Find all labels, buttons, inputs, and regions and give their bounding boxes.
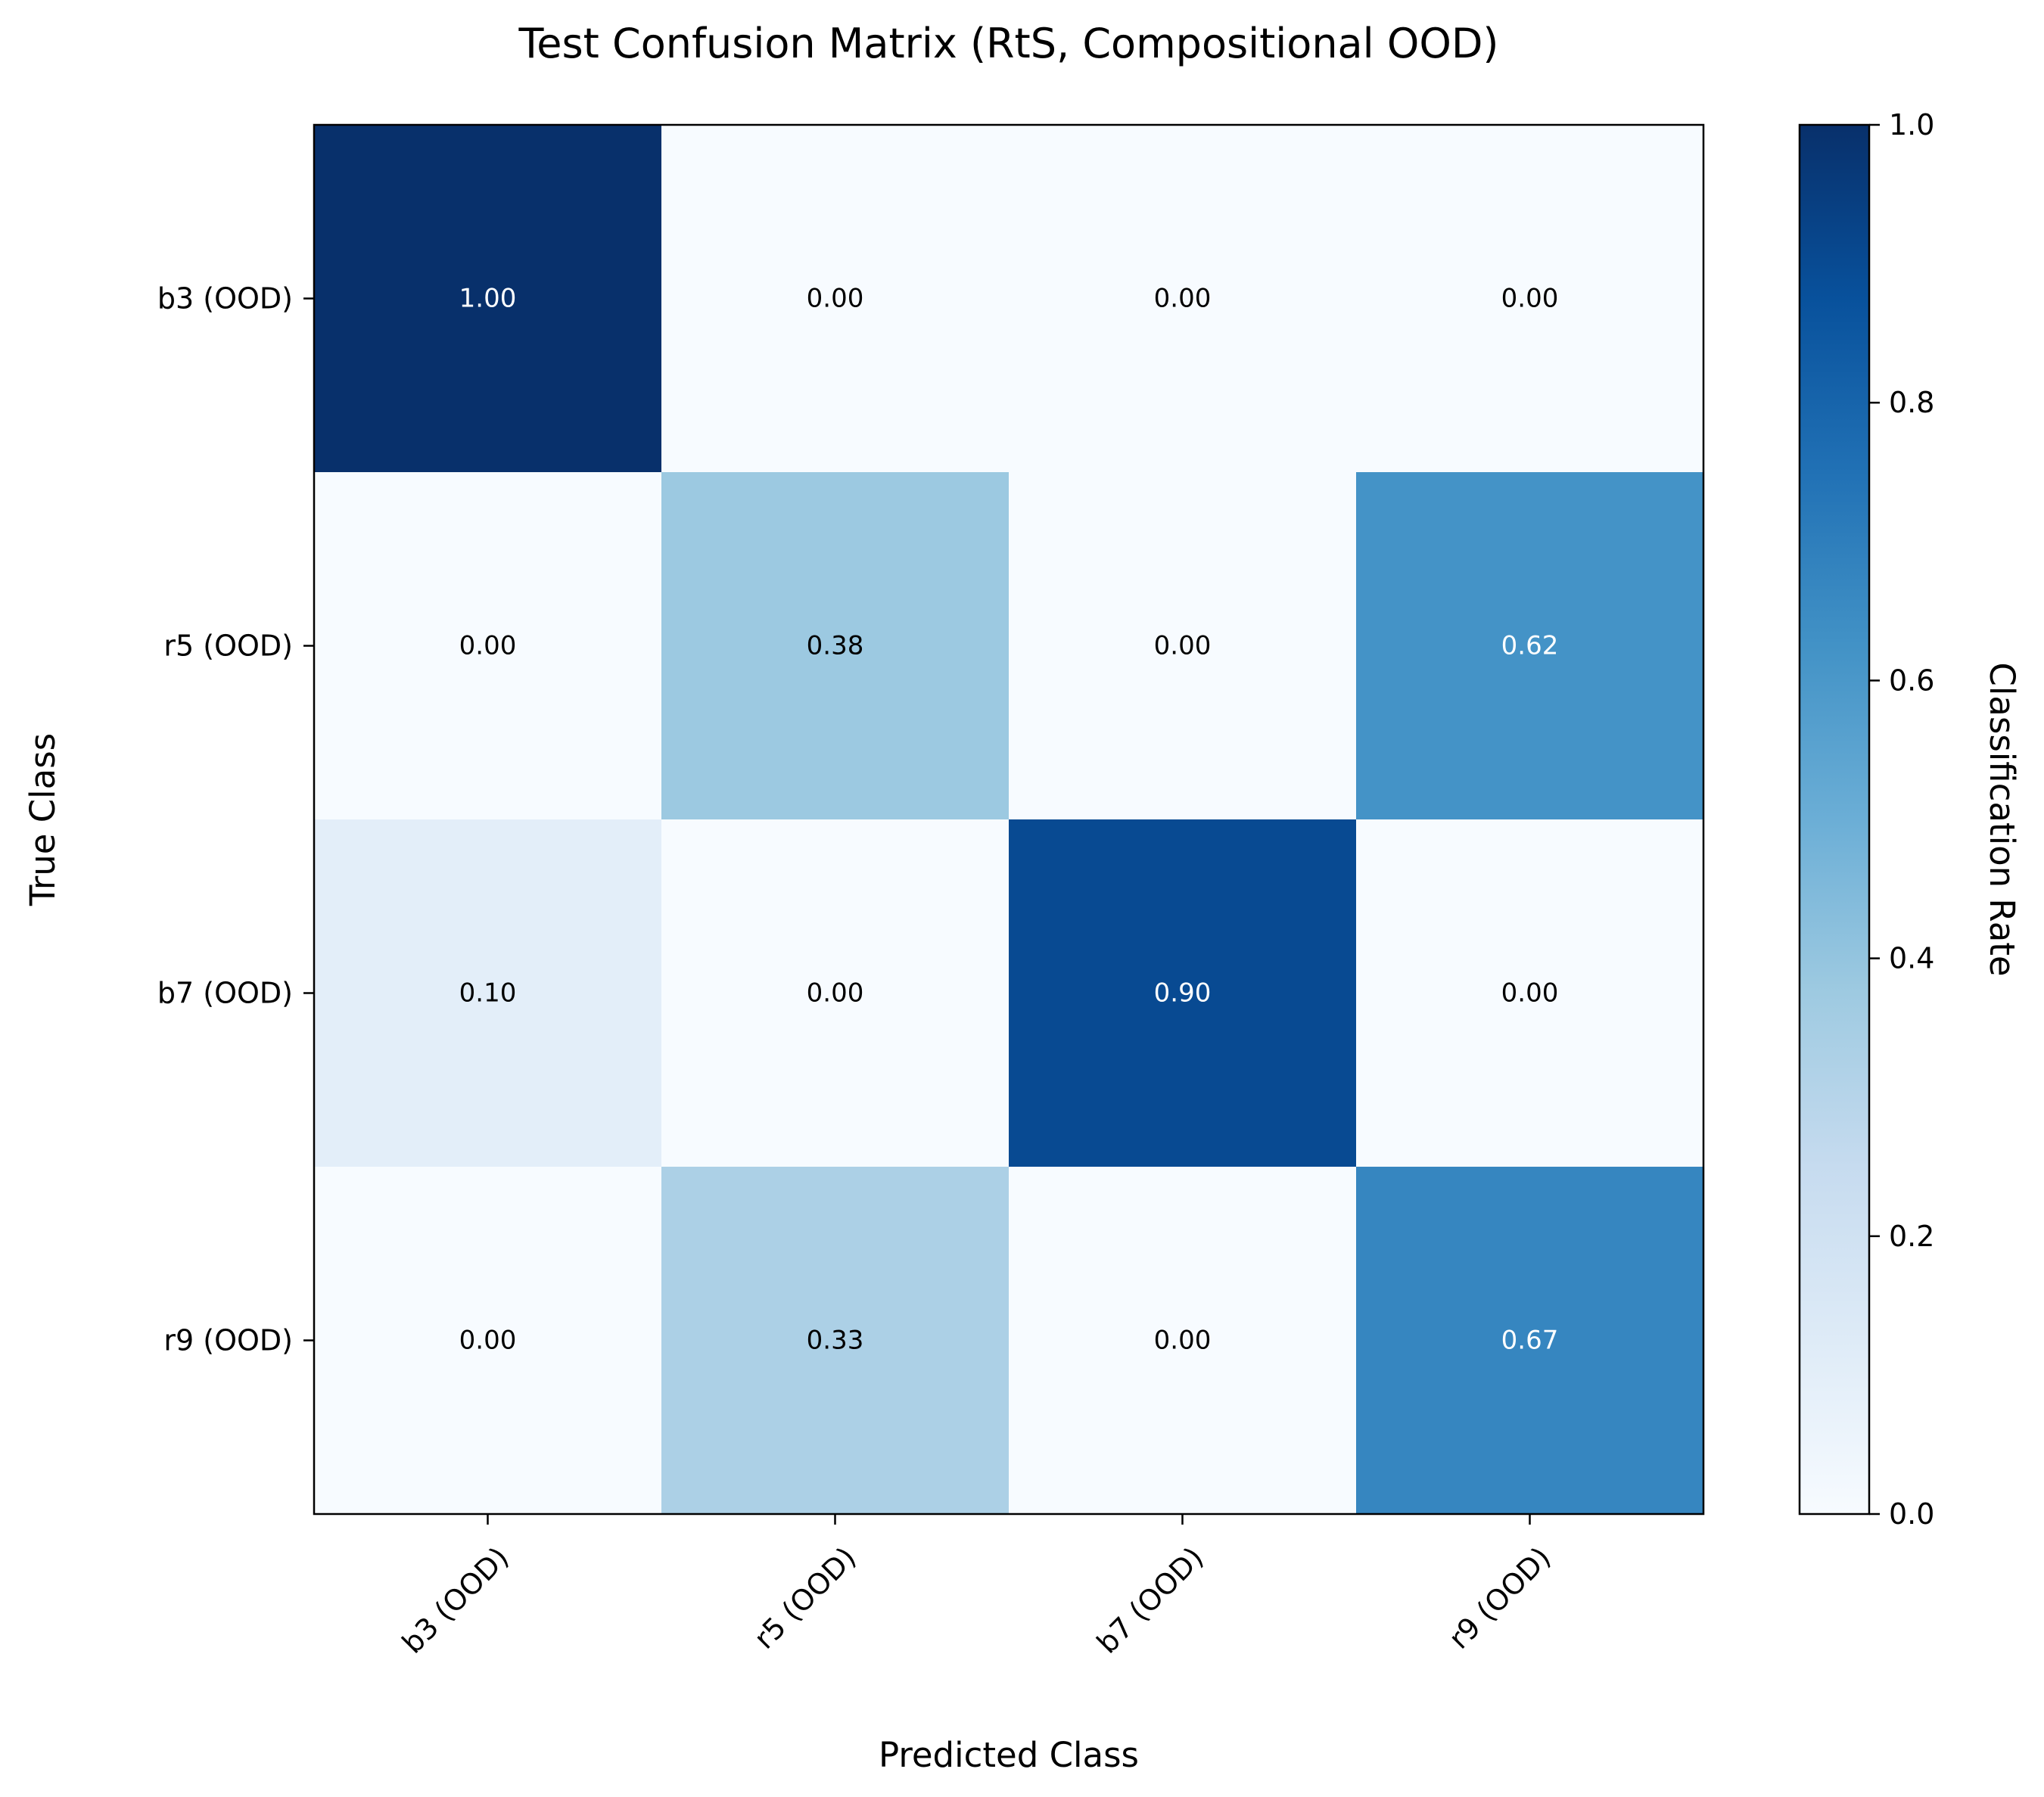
- x-tick-label: r5 (OOD): [748, 1541, 863, 1656]
- colorbar: [1798, 123, 1871, 1516]
- cell-value-label-r3-c3: 0.67: [1501, 1326, 1559, 1356]
- heatmap-cell-r1-c2: [1009, 472, 1357, 820]
- x-tick-label: r9 (OOD): [1442, 1541, 1557, 1656]
- colorbar-tick-label: 0.8: [1889, 386, 1934, 419]
- colorbar-ticks: 0.0 0.2 0.4 0.6 0.8 1.0: [1869, 108, 1934, 1531]
- cell-value-label-r3-c1: 0.33: [807, 1326, 864, 1356]
- heatmap-cell-r1-c3: [1356, 472, 1704, 820]
- cell-value-label-r2-c0: 0.10: [459, 978, 517, 1009]
- colorbar-tick-label: 0.2: [1889, 1220, 1934, 1253]
- heatmap-cell-r3-c1: [661, 1167, 1010, 1515]
- x-axis-title: Predicted Class: [879, 1735, 1139, 1775]
- cell-value-label-r1-c3: 0.62: [1501, 631, 1559, 661]
- heatmap-cell-r1-c0: [314, 472, 662, 820]
- heatmap-cell-r3-c0: [314, 1167, 662, 1515]
- cell-value-label-r3-c0: 0.00: [459, 1326, 517, 1356]
- heatmap-cell-r3-c3: [1356, 1167, 1704, 1515]
- x-tick-label: b7 (OOD): [1090, 1541, 1210, 1660]
- heatmap-cell-r0-c2: [1009, 125, 1357, 473]
- cell-value-labels: 1.00 0.00 0.00 0.00 0.00 0.38 0.00 0.62 0.10 0.00…: [459, 284, 1559, 1356]
- heatmap-cells: [314, 125, 1704, 1515]
- chart-title: Test Confusion Matrix (RtS, Compositiona…: [518, 20, 1499, 67]
- y-tick-label: b3 (OOD): [157, 282, 293, 316]
- colorbar-tick-label: 0.6: [1889, 664, 1934, 697]
- colorbar-tick-label: 1.0: [1889, 108, 1934, 141]
- colorbar-tick-label: 0.4: [1889, 942, 1934, 975]
- cell-value-label-r0-c2: 0.00: [1154, 284, 1212, 314]
- cell-value-label-r1-c1: 0.38: [807, 631, 864, 661]
- colorbar-title: Classification Rate: [1982, 662, 2022, 976]
- y-axis-title: True Class: [23, 733, 63, 906]
- cell-value-label-r0-c1: 0.00: [807, 284, 864, 314]
- y-tick-label: r9 (OOD): [163, 1324, 293, 1357]
- y-tick-label: b7 (OOD): [157, 977, 293, 1010]
- heatmap-cell-r2-c3: [1356, 819, 1704, 1167]
- cell-value-label-r2-c3: 0.00: [1501, 978, 1559, 1009]
- cell-value-label-r0-c3: 0.00: [1501, 284, 1559, 314]
- heatmap-cell-r0-c0: [314, 125, 662, 473]
- y-tick-label: r5 (OOD): [163, 630, 293, 663]
- colorbar-tick-label: 0.0: [1889, 1497, 1934, 1531]
- cell-value-label-r1-c0: 0.00: [459, 631, 517, 661]
- plot-frame: [313, 123, 1705, 1516]
- cell-value-label-r1-c2: 0.00: [1154, 631, 1212, 661]
- heatmap-cell-r0-c3: [1356, 125, 1704, 473]
- cell-value-label-r2-c2: 0.90: [1154, 978, 1212, 1009]
- heatmap-cell-r2-c2: [1009, 819, 1357, 1167]
- heatmap-cell-r2-c1: [661, 819, 1010, 1167]
- y-axis-ticks: b3 (OOD) r5 (OOD) b7 (OOD) r9 (OOD): [157, 282, 314, 1357]
- cell-value-label-r0-c0: 1.00: [459, 284, 517, 314]
- heatmap-cell-r3-c2: [1009, 1167, 1357, 1515]
- x-tick-label: b3 (OOD): [396, 1541, 515, 1660]
- x-axis-ticks: b3 (OOD) r5 (OOD) b7 (OOD) r9 (OOD): [396, 1514, 1557, 1660]
- heatmap-cell-r0-c1: [661, 125, 1010, 473]
- cell-value-label-r2-c1: 0.00: [807, 978, 864, 1009]
- cell-value-label-r3-c2: 0.00: [1154, 1326, 1212, 1356]
- heatmap-cell-r1-c1: [661, 472, 1010, 820]
- heatmap-cell-r2-c0: [314, 819, 662, 1167]
